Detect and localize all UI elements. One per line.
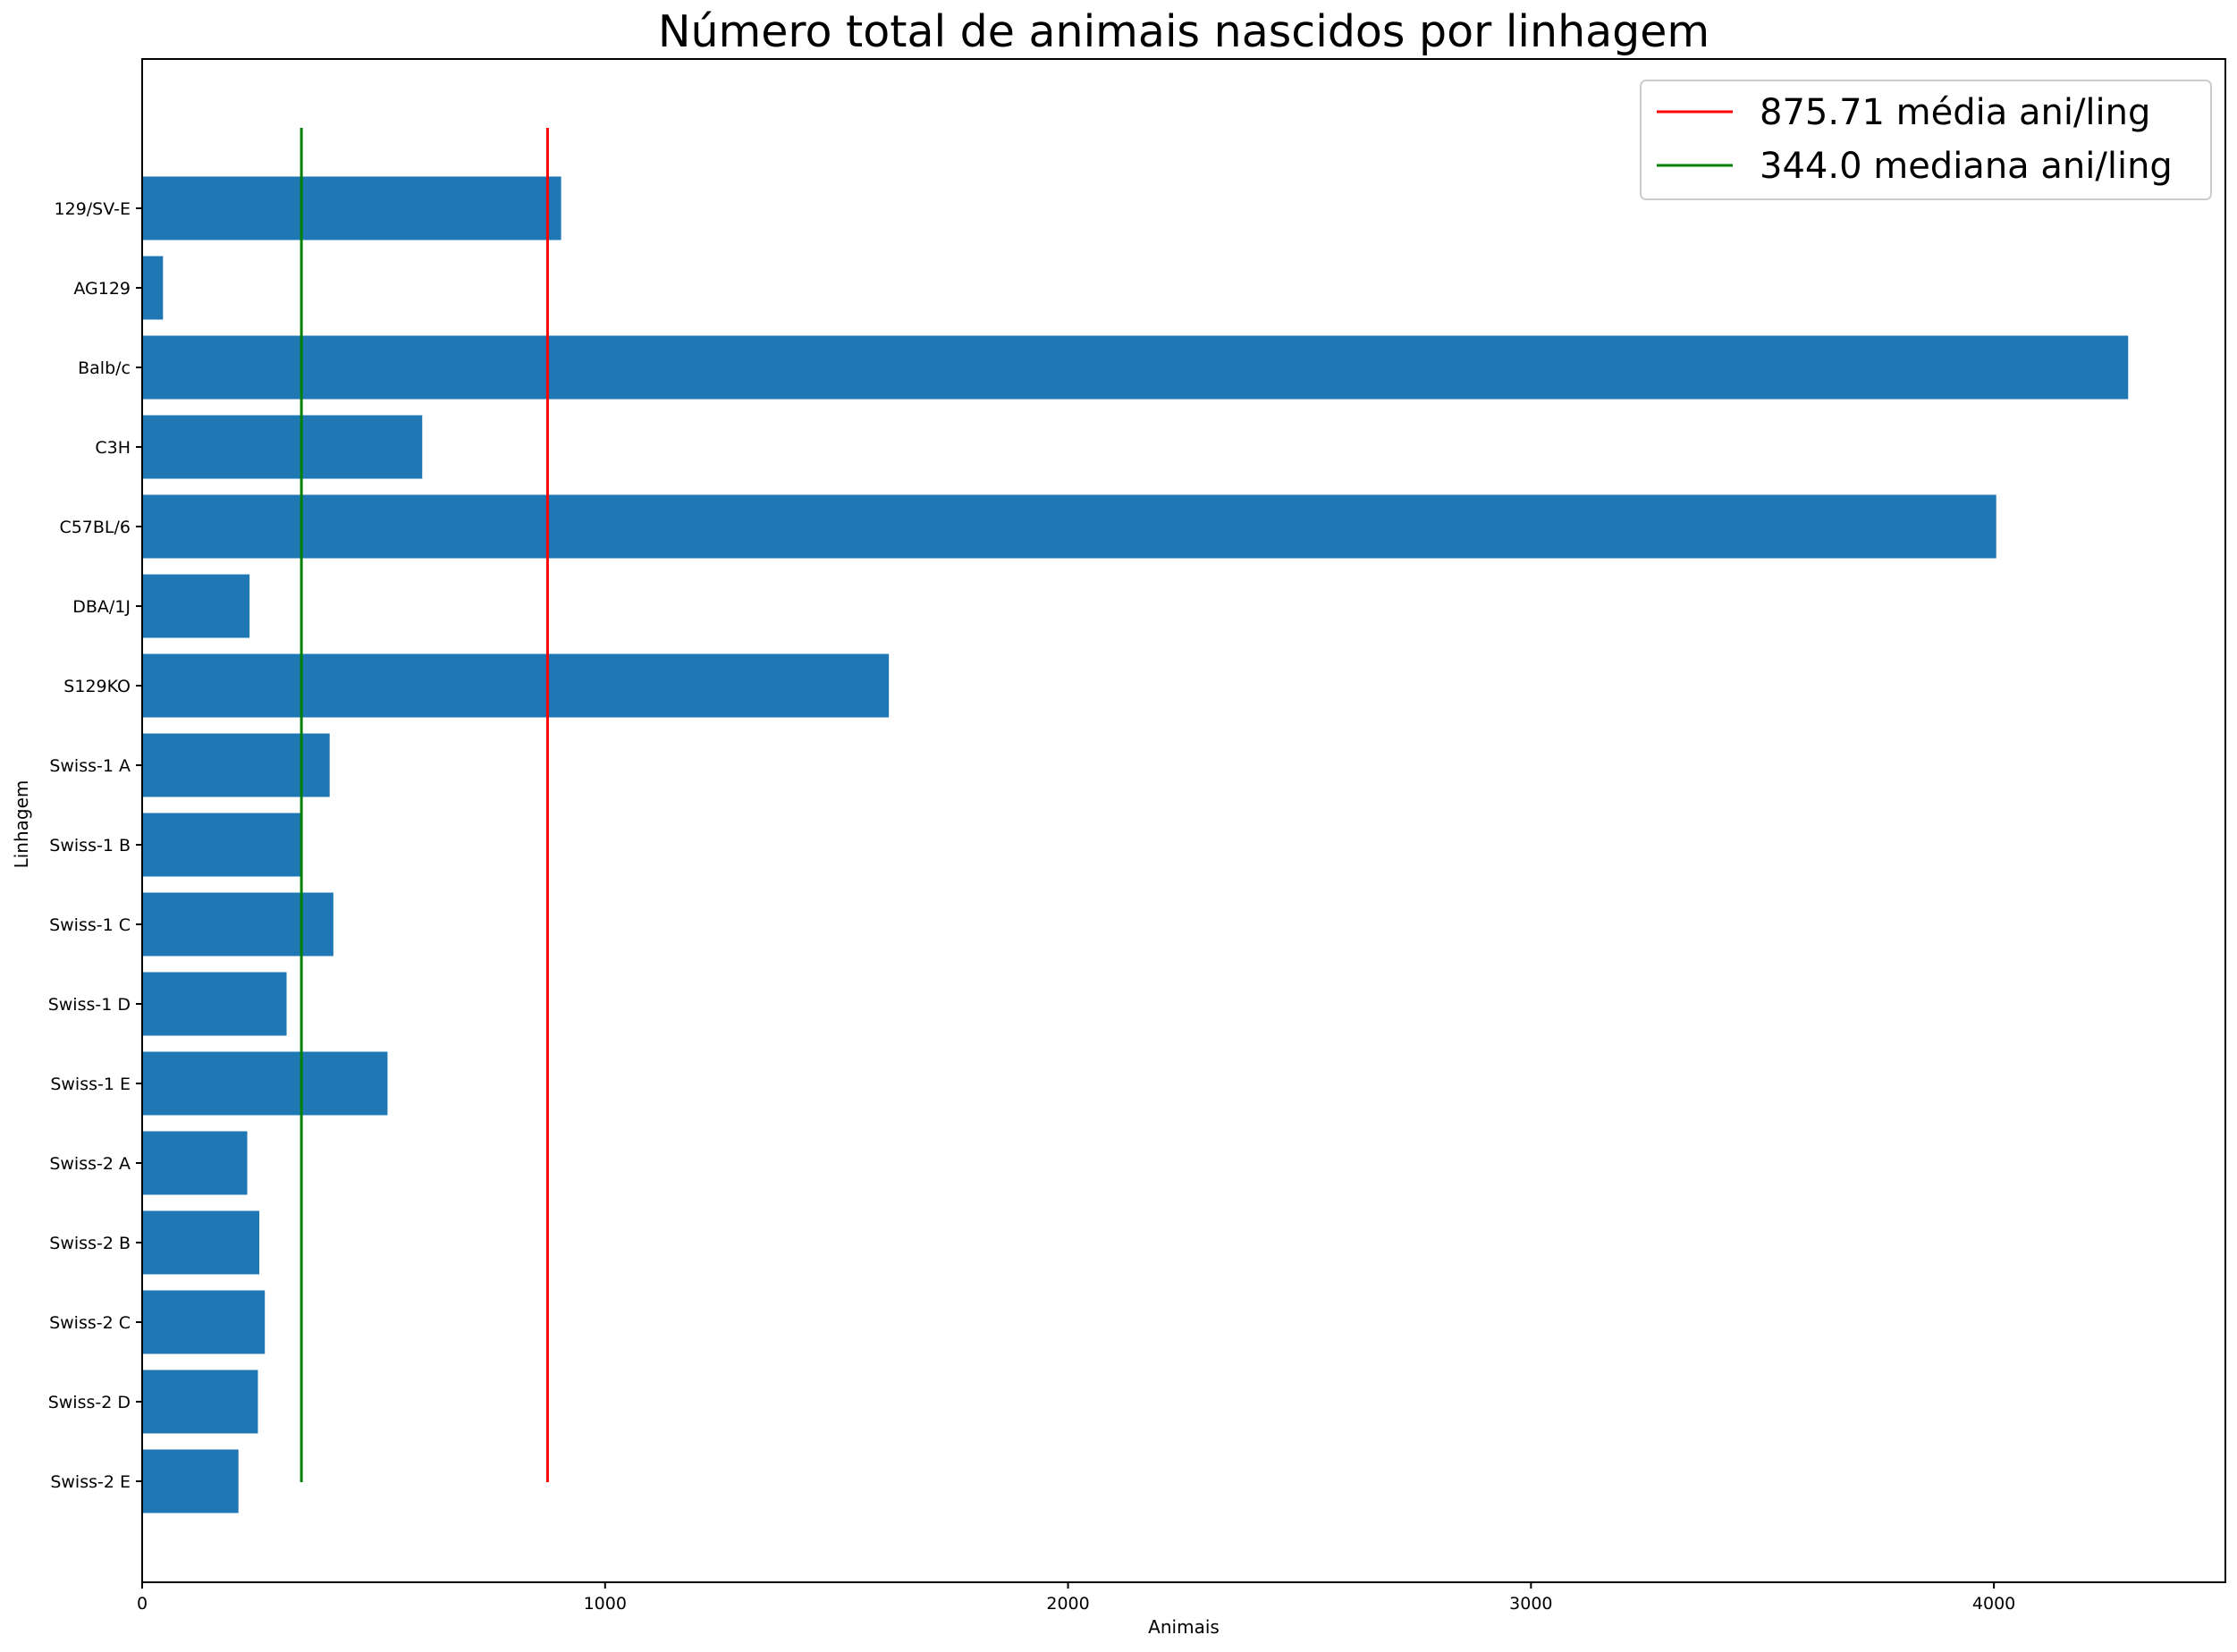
bar	[142, 892, 333, 957]
y-tick-label: Balb/c	[78, 358, 131, 378]
bar	[142, 972, 287, 1036]
y-axis-label: Linhagem	[11, 780, 32, 869]
bar	[142, 653, 890, 718]
y-tick-label: DBA/1J	[72, 597, 131, 617]
bar	[142, 1131, 248, 1195]
bars-group	[142, 176, 2129, 1513]
bar	[142, 176, 561, 240]
bar	[142, 1210, 259, 1275]
y-tick-label: Swiss-2 B	[49, 1234, 131, 1253]
y-tick-label: Swiss-2 C	[49, 1313, 131, 1333]
legend: 875.71 média ani/ling 344.0 mediana ani/l…	[1640, 80, 2212, 200]
bar	[142, 494, 1996, 559]
legend-entry-label: 344.0 mediana ani/ling	[1760, 146, 2173, 187]
x-tick-label: 4000	[1972, 1594, 2015, 1614]
y-tick-label: Swiss-2 D	[48, 1393, 131, 1412]
legend-entry-label: 875.71 média ani/ling	[1760, 92, 2150, 133]
y-tick-label: 129/SV-E	[55, 199, 131, 219]
x-ticks-group: 0 1000 2000 3000 4000	[137, 1582, 2015, 1614]
y-tick-label: Swiss-1 A	[49, 756, 131, 776]
bar	[142, 1290, 266, 1354]
x-tick-label: 1000	[584, 1594, 627, 1614]
bar	[142, 813, 302, 877]
plot-frame	[141, 58, 2226, 1583]
y-tick-label: Swiss-1 C	[49, 915, 131, 935]
x-tick-label: 3000	[1509, 1594, 1552, 1614]
bar	[142, 335, 2129, 400]
y-tick-label: C57BL/6	[59, 518, 131, 537]
y-tick-label: S129KO	[63, 677, 131, 696]
bar	[142, 1449, 239, 1513]
y-tick-label: C3H	[95, 438, 131, 458]
reference-lines-group	[300, 128, 549, 1482]
bar	[142, 415, 423, 479]
legend-box	[1640, 80, 2212, 200]
y-tick-label: AG129	[73, 279, 131, 299]
y-tick-label: Swiss-2 E	[50, 1472, 131, 1492]
y-tick-label: Swiss-1 E	[50, 1075, 131, 1094]
bar	[142, 1370, 258, 1434]
y-ticks-group: 129/SV-E AG129 Balb/c C3H C57BL/6 DBA/1J S129K…	[48, 199, 142, 1492]
x-tick-label: 2000	[1046, 1594, 1089, 1614]
y-tick-label: Swiss-2 A	[49, 1154, 131, 1174]
bar	[142, 574, 250, 638]
bar	[142, 733, 330, 797]
x-axis-label: Animais	[1148, 1616, 1220, 1638]
x-tick-label: 0	[137, 1594, 148, 1614]
chart-title: Número total de animais nascidos por lin…	[658, 6, 1709, 57]
y-tick-label: Swiss-1 D	[48, 995, 131, 1015]
y-tick-label: Swiss-1 B	[49, 836, 131, 856]
bar	[142, 256, 164, 320]
bar	[142, 1051, 388, 1116]
